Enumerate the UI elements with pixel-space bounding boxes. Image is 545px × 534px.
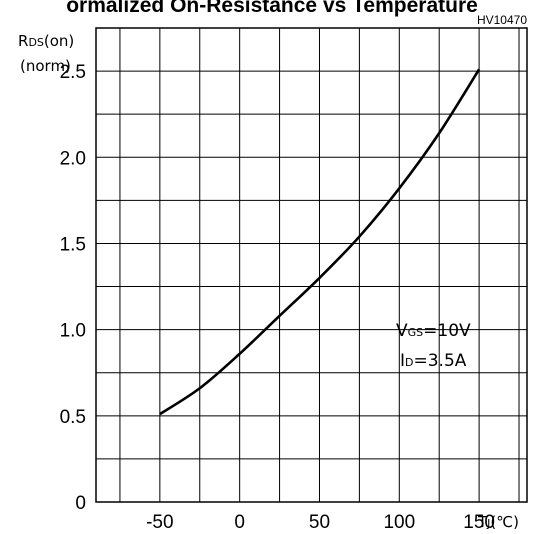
annotation: VGS=10V ID=3.5A: [396, 321, 471, 371]
figure-code: HV10470: [477, 13, 527, 27]
y-tick-label: 1.0: [60, 321, 86, 342]
y-axis-label: RDS(on): [18, 32, 74, 50]
annotation-id: ID=3.5A: [400, 351, 467, 371]
plot-frame: [95, 27, 528, 503]
series-line: [159, 68, 481, 416]
y-axis-unit-label: (norm): [20, 57, 71, 75]
y-tick-label: 1.5: [60, 234, 86, 255]
y-tick-label: 2.5: [60, 62, 86, 83]
x-axis-label: TJ(℃): [477, 513, 519, 531]
x-tick-label: 100: [383, 512, 415, 533]
annotation-vgs: VGS=10V: [396, 321, 471, 341]
y-tick-labels: 0 0.5 1.0 1.5 2.0 2.5: [60, 62, 86, 514]
y-tick-label: 0.5: [60, 407, 86, 428]
x-tick-label: 50: [309, 512, 330, 533]
x-tick-label: 0: [234, 512, 245, 533]
y-tick-label: 2.0: [60, 148, 86, 169]
x-tick-labels: -50 0 50 100 150: [146, 512, 495, 533]
x-tick-label: 150: [463, 512, 495, 533]
x-tick-label: -50: [146, 512, 173, 533]
chart-title: ormalized On-Resistance vs Temperature: [66, 0, 478, 17]
series-layer: [159, 68, 481, 416]
y-tick-label: 0: [75, 493, 86, 514]
